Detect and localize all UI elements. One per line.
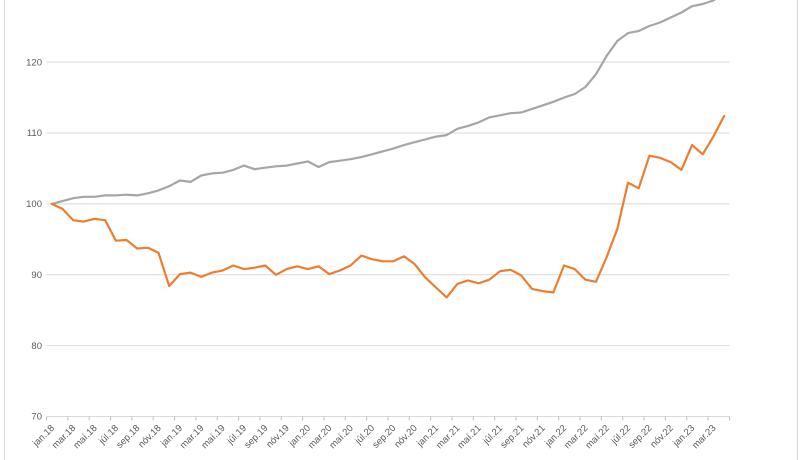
gridline-group [46,61,730,417]
series-group [50,0,726,299]
x-axis-label-sep.22: sep.22 [627,423,655,451]
y-axis-label-120: 120 [26,57,42,68]
x-axis-label-maí.20: maí.20 [327,423,355,451]
y-axis-label-group: 70 80 90 100 110 120 [26,57,42,422]
x-axis-label-maí.21: maí.21 [455,423,483,451]
y-axis-label-70: 70 [31,412,42,423]
x-axis-label-nóv.21: nóv.21 [520,423,547,450]
x-axis-label-mar.23: mar.23 [690,423,718,451]
x-axis-label-sep.19: sep.19 [242,423,270,451]
y-axis-label-90: 90 [31,270,42,281]
x-axis-label-sep.21: sep.21 [498,423,526,451]
x-axis-label-nóv.22: nóv.22 [648,423,675,450]
x-axis-label-nóv.18: nóv.18 [136,423,163,450]
y-axis-label-100: 100 [26,199,42,210]
x-axis-label-sep.20: sep.20 [370,423,398,451]
x-axis-label-maí.18: maí.18 [71,423,99,451]
x-axis-label-nóv.20: nóv.20 [392,423,419,450]
x-axis-label-nóv.19: nóv.19 [264,423,291,450]
x-axis-label-maí.19: maí.19 [199,423,227,451]
series-line-orange-index [50,114,726,299]
x-axis-label-sep.18: sep.18 [114,423,142,451]
chart-border-group [4,0,798,460]
x-axis-tick-group [46,416,730,421]
y-axis-label-110: 110 [27,128,42,139]
y-axis-label-80: 80 [31,341,42,352]
x-axis-label-maí.22: maí.22 [583,423,611,451]
series-line-gray-index [50,0,716,205]
x-axis-label-group: jan.18mar.18maí.18júl.18sep.18nóv.18jan.… [30,423,718,451]
